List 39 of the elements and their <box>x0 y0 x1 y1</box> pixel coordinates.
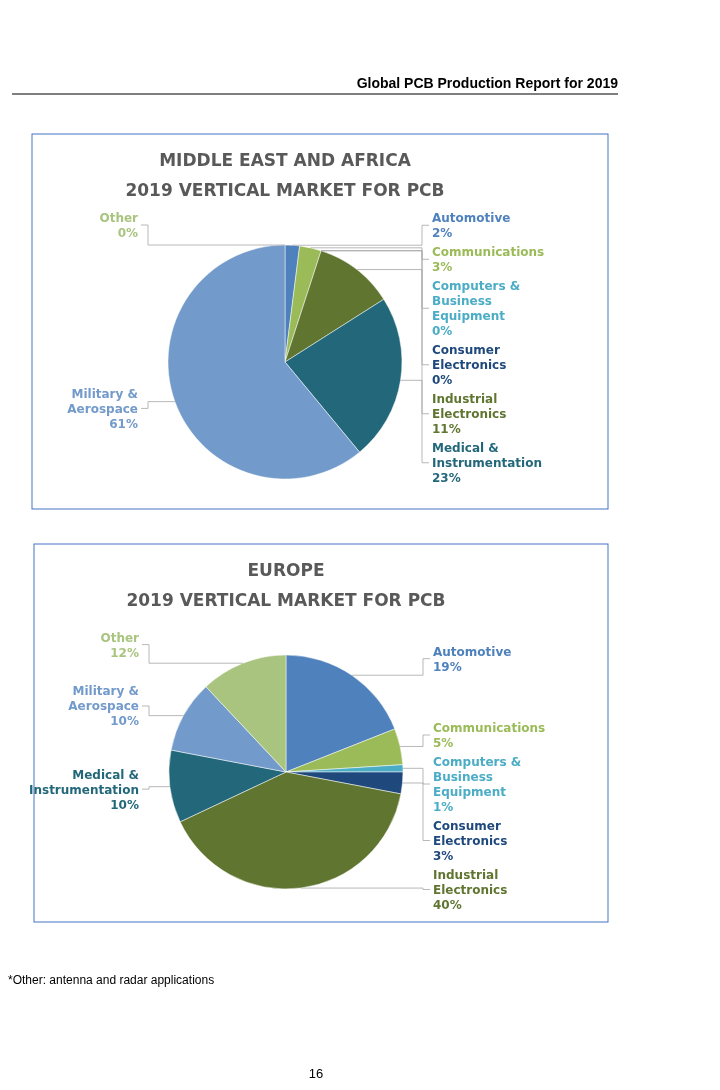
slice-label: Communications <box>433 721 546 735</box>
category-label: Computers & Business Equipment <box>432 279 521 324</box>
slice-label: Consumer Electronics <box>433 819 508 848</box>
slice-label: Military & Aerospace <box>68 684 139 714</box>
slice-label: Medical & Instrumentation <box>432 441 543 471</box>
text: 0% <box>432 324 453 339</box>
slice-label: Other <box>100 630 140 645</box>
category-label: Consumer Electronics <box>432 343 507 373</box>
slice-label: Automotive <box>433 644 512 659</box>
data-label: 10% <box>110 714 139 729</box>
data-label: 40% <box>433 898 462 912</box>
chart-subtitle: 2019 VERTICAL MARKET FOR PCB <box>125 180 445 200</box>
text: 16 <box>308 1066 324 1081</box>
data-label: 5% <box>433 736 454 750</box>
data-label: 23% <box>432 471 461 486</box>
text: 0% <box>432 373 453 388</box>
chart-subtitle: 2019 VERTICAL MARKET FOR PCB <box>126 590 446 610</box>
data-label: 3% <box>432 260 453 275</box>
slice-label: Industrial Electronics <box>432 392 507 422</box>
data-label: 10% <box>110 797 139 812</box>
data-label: 12% <box>110 645 139 660</box>
slice-label: Computers & Business Equipment <box>433 755 522 799</box>
slice-label: Military & Aerospace <box>67 386 138 416</box>
category-label: Other <box>99 211 138 225</box>
slice-label: Automotive <box>432 211 511 226</box>
data-label: 61% <box>109 416 138 431</box>
data-label: 11% <box>432 422 461 437</box>
slice-label: Communications <box>432 245 545 260</box>
chart-title: EUROPE <box>247 560 325 580</box>
slice-label: Industrial Electronics <box>433 868 508 897</box>
chart-title: MIDDLE EAST AND AFRICA <box>159 150 412 170</box>
text: Global PCB Production Report for 2019 <box>356 75 619 91</box>
data-label: 1% <box>433 800 454 814</box>
data-label: 3% <box>433 849 454 863</box>
data-label: 2% <box>432 226 453 241</box>
data-label: 19% <box>433 659 462 674</box>
slice-label: Medical & Instrumentation <box>28 767 139 797</box>
text: 0% <box>117 226 138 240</box>
text: *Other: antenna and radar applications <box>8 973 215 987</box>
